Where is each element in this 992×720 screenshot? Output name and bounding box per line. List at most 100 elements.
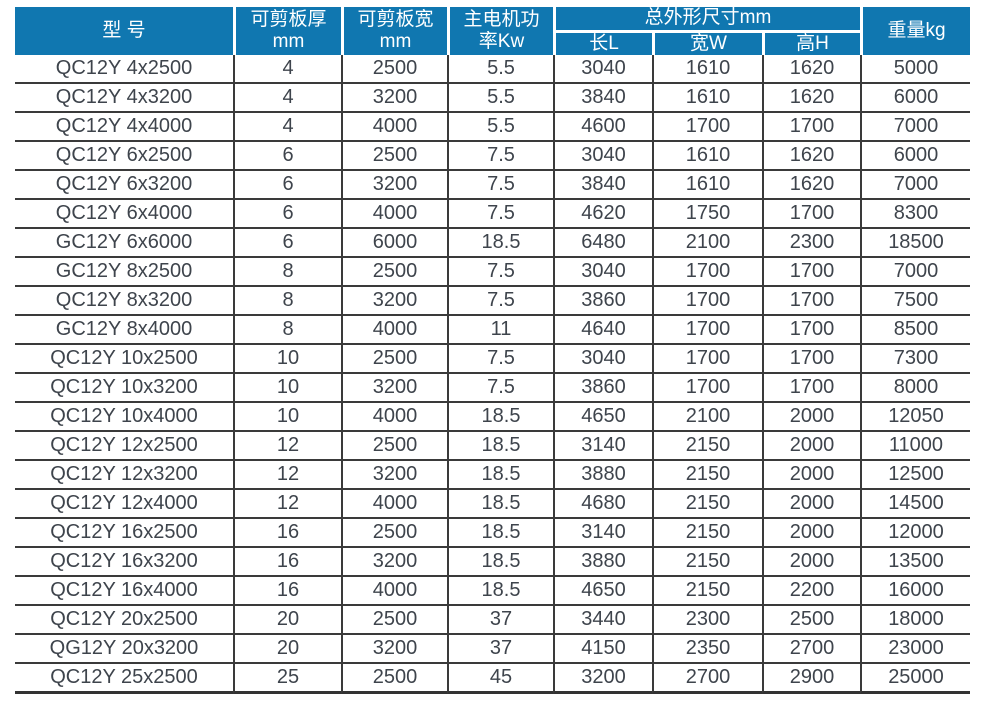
header-weight: 重量kg — [860, 7, 970, 56]
cell-thickness_mm: 6 — [233, 142, 341, 172]
cell-model: QC12Y 25x2500 — [15, 664, 233, 695]
table-row: QC12Y 12x4000 12 4000 18.5 4680 2150 2000 14500 — [15, 490, 970, 520]
cell-width_mm: 4000 — [341, 403, 447, 433]
cell-weight_kg: 16000 — [860, 577, 970, 607]
cell-thickness_mm: 8 — [233, 287, 341, 317]
cell-weight_kg: 18000 — [860, 606, 970, 636]
cell-width_mm: 3200 — [341, 374, 447, 404]
cell-model: QC12Y 10x4000 — [15, 403, 233, 433]
cell-width_mm: 3200 — [341, 84, 447, 114]
cell-thickness_mm: 10 — [233, 403, 341, 433]
cell-width_w: 1610 — [652, 171, 762, 201]
cell-model: QC12Y 20x2500 — [15, 606, 233, 636]
cell-model: QG12Y 20x3200 — [15, 635, 233, 665]
cell-thickness_mm: 6 — [233, 200, 341, 230]
cell-height_h: 2000 — [762, 548, 860, 578]
header-cut-width-label: 可剪板宽 — [357, 8, 434, 30]
cell-weight_kg: 8500 — [860, 316, 970, 346]
spec-table: 型 号 可剪板厚 mm 可剪板宽 mm 主电机功 率Kw 总外形尺寸mm 重量k… — [15, 7, 970, 695]
cell-width_mm: 4000 — [341, 316, 447, 346]
cell-weight_kg: 12050 — [860, 403, 970, 433]
cell-weight_kg: 25000 — [860, 664, 970, 695]
header-thickness-label: 可剪板厚 — [250, 8, 327, 30]
cell-weight_kg: 14500 — [860, 490, 970, 520]
cell-weight_kg: 5000 — [860, 55, 970, 85]
header-model: 型 号 — [15, 7, 233, 56]
cell-width_mm: 2500 — [341, 432, 447, 462]
header-motor-power-line2: 率Kw — [478, 31, 525, 53]
cell-power_kw: 18.5 — [447, 432, 553, 462]
cell-width_w: 1700 — [652, 113, 762, 143]
table-row: QC12Y 12x2500 12 2500 18.5 3140 2150 2000 11000 — [15, 432, 970, 462]
cell-power_kw: 37 — [447, 635, 553, 665]
cell-width_mm: 4000 — [341, 200, 447, 230]
table-row: QC12Y 16x2500 16 2500 18.5 3140 2150 2000 12000 — [15, 519, 970, 549]
cell-power_kw: 18.5 — [447, 403, 553, 433]
table-row: QC12Y 6x4000 6 4000 7.5 4620 1750 1700 8300 — [15, 200, 970, 230]
cell-height_h: 1620 — [762, 171, 860, 201]
cell-width_mm: 3200 — [341, 287, 447, 317]
cell-height_h: 1700 — [762, 200, 860, 230]
cell-thickness_mm: 4 — [233, 84, 341, 114]
table-row: GC12Y 8x4000 8 4000 11 4640 1700 1700 8500 — [15, 316, 970, 346]
cell-width_w: 1610 — [652, 84, 762, 114]
cell-thickness_mm: 8 — [233, 316, 341, 346]
cell-height_h: 2000 — [762, 403, 860, 433]
cell-length_l: 6480 — [553, 229, 652, 259]
cell-width_mm: 4000 — [341, 113, 447, 143]
cell-power_kw: 37 — [447, 606, 553, 636]
cell-length_l: 3860 — [553, 374, 652, 404]
cell-power_kw: 18.5 — [447, 519, 553, 549]
cell-weight_kg: 18500 — [860, 229, 970, 259]
table-row: QC12Y 20x2500 20 2500 37 3440 2300 2500 18000 — [15, 606, 970, 636]
cell-thickness_mm: 16 — [233, 519, 341, 549]
cell-weight_kg: 6000 — [860, 84, 970, 114]
cell-height_h: 1700 — [762, 258, 860, 288]
cell-length_l: 3440 — [553, 606, 652, 636]
cell-length_l: 4600 — [553, 113, 652, 143]
cell-thickness_mm: 16 — [233, 577, 341, 607]
cell-width_mm: 2500 — [341, 55, 447, 85]
cell-width_mm: 2500 — [341, 345, 447, 375]
cell-power_kw: 18.5 — [447, 461, 553, 491]
cell-weight_kg: 8000 — [860, 374, 970, 404]
cell-height_h: 2500 — [762, 606, 860, 636]
table-row: GC12Y 6x6000 6 6000 18.5 6480 2100 2300 18500 — [15, 229, 970, 259]
cell-width_w: 2150 — [652, 461, 762, 491]
header-thickness-unit: mm — [272, 31, 305, 53]
cell-length_l: 3860 — [553, 287, 652, 317]
cell-length_l: 3200 — [553, 664, 652, 695]
header-dimensions-group: 总外形尺寸mm — [553, 7, 860, 33]
cell-thickness_mm: 12 — [233, 461, 341, 491]
cell-weight_kg: 7000 — [860, 113, 970, 143]
cell-power_kw: 18.5 — [447, 229, 553, 259]
cell-height_h: 1700 — [762, 287, 860, 317]
cell-width_mm: 2500 — [341, 606, 447, 636]
cell-power_kw: 18.5 — [447, 548, 553, 578]
table-row: QC12Y 12x3200 12 3200 18.5 3880 2150 2000 12500 — [15, 461, 970, 491]
cell-length_l: 3140 — [553, 432, 652, 462]
cell-width_w: 2700 — [652, 664, 762, 695]
cell-width_w: 2150 — [652, 519, 762, 549]
cell-height_h: 2000 — [762, 432, 860, 462]
cell-power_kw: 7.5 — [447, 142, 553, 172]
cell-weight_kg: 7000 — [860, 258, 970, 288]
cell-length_l: 4680 — [553, 490, 652, 520]
cell-model: QC12Y 6x2500 — [15, 142, 233, 172]
table-row: QC12Y 4x3200 4 3200 5.5 3840 1610 1620 6000 — [15, 84, 970, 114]
cell-model: QC12Y 12x4000 — [15, 490, 233, 520]
cell-model: QC12Y 16x2500 — [15, 519, 233, 549]
cell-width_w: 2150 — [652, 577, 762, 607]
cell-model: GC12Y 8x2500 — [15, 258, 233, 288]
cell-width_w: 2300 — [652, 606, 762, 636]
cell-width_w: 1750 — [652, 200, 762, 230]
cell-power_kw: 7.5 — [447, 374, 553, 404]
cell-thickness_mm: 10 — [233, 345, 341, 375]
cell-width_w: 2100 — [652, 229, 762, 259]
cell-width_w: 1700 — [652, 258, 762, 288]
cell-height_h: 1700 — [762, 374, 860, 404]
cell-power_kw: 18.5 — [447, 490, 553, 520]
cell-height_h: 2900 — [762, 664, 860, 695]
cell-model: QC12Y 12x2500 — [15, 432, 233, 462]
table-row: QC12Y 10x4000 10 4000 18.5 4650 2100 2000 12050 — [15, 403, 970, 433]
